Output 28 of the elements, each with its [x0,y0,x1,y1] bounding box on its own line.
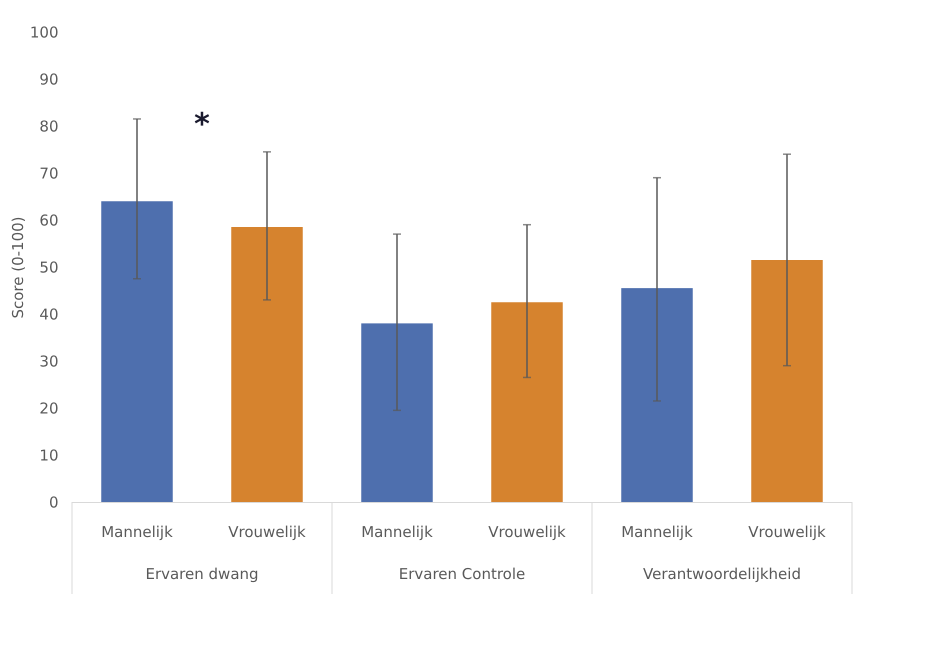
y-tick-label: 100 [30,24,58,42]
text: Mannelijk [361,523,433,541]
y-axis-title: Score (0-100) [8,216,27,319]
y-tick-label: 60 [39,212,58,230]
x-tick-label: Verantwoordelijkheid [643,565,801,583]
y-tick-label: 10 [39,446,58,464]
bar [361,323,433,502]
text: Mannelijk [621,523,693,541]
y-tick-label: 50 [39,258,58,276]
bar [101,201,173,502]
bar [751,260,823,502]
y-tick-label: 70 [39,164,58,182]
text: Vrouwelijk [488,523,566,541]
x-tick-label: Ervaren Controle [398,565,526,583]
y-tick-label: 80 [39,118,58,136]
y-tick-label: 20 [39,400,58,418]
bar [231,227,303,502]
y-tick-label: 40 [39,306,58,324]
series-label: Vrouwelijk [228,523,306,541]
bar [491,302,563,502]
x-tick-label: Ervaren dwang [145,565,259,583]
y-tick-label: 0 [48,494,58,512]
text: Vrouwelijk [748,523,826,541]
bar [621,288,693,502]
annotation: * [194,106,210,142]
y-tick-label: 30 [39,352,58,370]
series-label: Mannelijk [101,523,174,541]
y-tick-label: 90 [39,70,58,88]
